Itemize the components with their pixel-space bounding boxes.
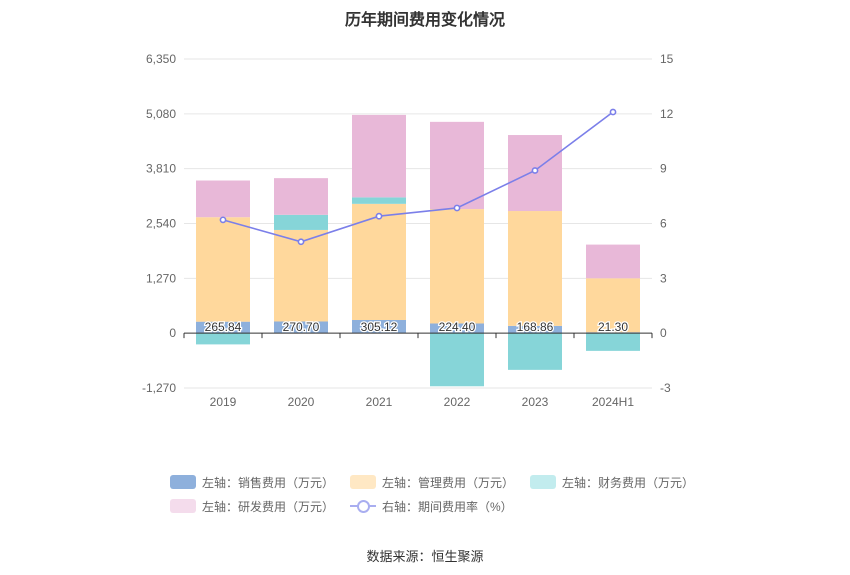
x-tick-label: 2021 bbox=[366, 395, 393, 409]
bar-rnd bbox=[352, 114, 406, 198]
right-tick-label: 15 bbox=[660, 52, 674, 66]
sales-data-label: 21.30 bbox=[598, 320, 628, 334]
sales-data-label: 168.86 bbox=[517, 320, 554, 334]
sales-data-label: 224.40 bbox=[439, 320, 476, 334]
legend-label-finance: 左轴：财务费用（万元） bbox=[562, 475, 695, 490]
legend-swatch-expense-rate bbox=[350, 499, 377, 513]
bar-admin bbox=[586, 278, 640, 333]
expense-rate-line bbox=[222, 111, 614, 243]
legend-label-rnd: 左轴：研发费用（万元） bbox=[202, 499, 335, 514]
legend-swatch-finance bbox=[530, 475, 557, 489]
bar-rnd bbox=[430, 121, 484, 210]
x-tick-label: 2022 bbox=[444, 395, 471, 409]
bar-admin bbox=[430, 209, 484, 324]
bar-sales bbox=[352, 319, 406, 334]
bar-finance bbox=[274, 214, 328, 230]
bar-sales bbox=[274, 321, 328, 334]
bar-rnd bbox=[274, 178, 328, 215]
chart-legend: 左轴：销售费用（万元） 左轴：管理费用（万元） 左轴：财务费用（万元） 左轴：研… bbox=[170, 470, 730, 518]
bar-finance bbox=[508, 333, 562, 370]
sales-data-label: 270.70 bbox=[283, 320, 320, 334]
legend-label-expense-rate: 右轴：期间费用率（%） bbox=[382, 499, 513, 514]
legend-item-expense-rate[interactable]: 右轴：期间费用率（%） bbox=[350, 498, 513, 515]
legend-swatch-rnd bbox=[170, 499, 196, 513]
legend-item-finance[interactable]: 左轴：财务费用（万元） bbox=[530, 474, 694, 491]
left-tick-label: 0 bbox=[169, 326, 176, 340]
bar-rnd bbox=[586, 244, 640, 279]
bar-sales bbox=[430, 323, 484, 334]
legend-label-sales: 左轴：销售费用（万元） bbox=[202, 475, 335, 490]
bar-sales bbox=[196, 321, 250, 334]
right-tick-label: 12 bbox=[660, 107, 674, 121]
expense-rate-point bbox=[453, 204, 461, 212]
expense-rate-point bbox=[375, 212, 383, 220]
data-source: 数据来源：恒生聚源 bbox=[366, 549, 484, 564]
x-tick-label: 2023 bbox=[522, 395, 549, 409]
left-tick-label: 1,270 bbox=[146, 271, 176, 285]
bar-finance bbox=[430, 333, 484, 387]
bar-admin bbox=[274, 229, 328, 322]
legend-swatch-admin bbox=[350, 475, 377, 489]
bar-sales bbox=[508, 325, 562, 334]
right-tick-label: 9 bbox=[660, 162, 667, 176]
bar-finance bbox=[196, 333, 250, 345]
right-tick-label: 3 bbox=[660, 271, 667, 285]
legend-item-rnd[interactable]: 左轴：研发费用（万元） bbox=[170, 498, 334, 515]
bar-admin bbox=[196, 217, 250, 322]
sales-data-label: 305.12 bbox=[361, 320, 398, 334]
left-tick-label: 2,540 bbox=[146, 217, 176, 231]
bar-admin bbox=[508, 211, 562, 326]
legend-item-sales[interactable]: 左轴：销售费用（万元） bbox=[170, 474, 334, 491]
bar-finance bbox=[352, 197, 406, 204]
left-tick-label: 5,080 bbox=[146, 107, 176, 121]
x-tick-label: 2019 bbox=[210, 395, 237, 409]
chart-title: 历年期间费用变化情况 bbox=[344, 12, 505, 29]
expense-rate-point bbox=[531, 167, 539, 174]
right-tick-label: 6 bbox=[660, 217, 667, 231]
bar-rnd bbox=[196, 180, 250, 218]
sales-data-label: 265.84 bbox=[205, 320, 242, 334]
x-tick-label: 2024H1 bbox=[592, 395, 634, 409]
legend-item-admin[interactable]: 左轴：管理费用（万元） bbox=[350, 474, 514, 491]
x-tick-label: 2020 bbox=[288, 395, 315, 409]
expense-rate-point bbox=[219, 216, 227, 224]
left-tick-label: -1,270 bbox=[142, 381, 176, 395]
bar-finance bbox=[586, 333, 640, 351]
legend-swatch-sales bbox=[170, 475, 196, 489]
right-tick-label: -3 bbox=[660, 381, 671, 395]
right-tick-label: 0 bbox=[660, 326, 667, 340]
left-tick-label: 3,810 bbox=[146, 162, 176, 176]
legend-label-admin: 左轴：管理费用（万元） bbox=[382, 475, 515, 490]
expense-rate-point bbox=[609, 108, 617, 116]
bar-admin bbox=[352, 203, 406, 320]
expense-rate-point bbox=[297, 238, 305, 246]
left-tick-label: 6,350 bbox=[146, 52, 176, 66]
